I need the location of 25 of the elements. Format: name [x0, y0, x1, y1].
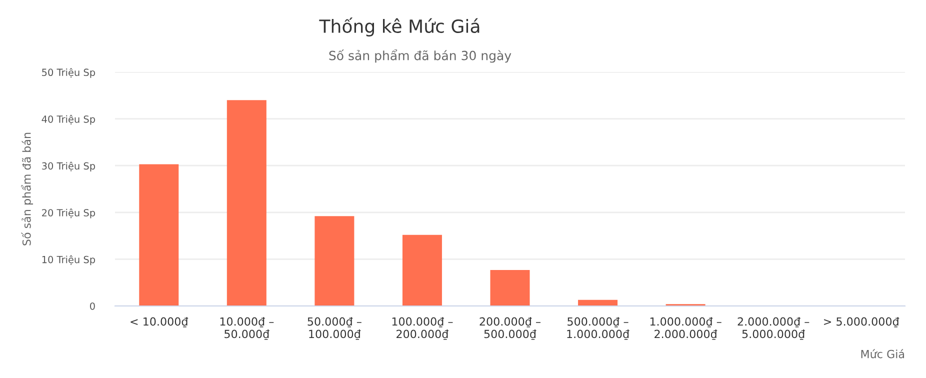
y-axis-title: Số sản phẩm đã bán [21, 132, 33, 246]
chart-title: Thống kê Mức Giá [319, 17, 480, 37]
bar [226, 100, 266, 306]
bar [139, 164, 179, 306]
x-tick-label: 2.000.000₫ – 5.000.000₫ [738, 317, 810, 340]
x-tick-label: < 10.000₫ [130, 317, 188, 328]
y-tick-label: 40 Triệu Sp [42, 114, 96, 125]
x-axis-title: Mức Giá [861, 349, 904, 358]
x-tick-label: 100.000₫ – 200.000₫ [392, 317, 453, 340]
x-tick-label: 200.000₫ – 500.000₫ [480, 317, 541, 340]
y-tick-label: 30 Triệu Sp [42, 162, 96, 172]
y-tick-label: 0 [90, 302, 95, 310]
x-tick-label: 50.000₫ – 100.000₫ [308, 317, 362, 340]
x-tick-label: 10.000₫ – 50.000₫ [220, 317, 274, 340]
bar [402, 234, 442, 306]
y-tick-label: 20 Triệu Sp [42, 208, 96, 218]
x-tick-label: 1.000.000₫ – 2.000.000₫ [650, 317, 722, 340]
x-tick-label: 500.000₫ – 1.000.000₫ [567, 317, 630, 340]
bar [314, 216, 354, 306]
y-tick-label: 50 Triệu Sp [42, 68, 96, 78]
bar [490, 270, 530, 306]
x-tick-label: > 5.000.000₫ [824, 317, 900, 328]
y-tick-label: 10 Triệu Sp [42, 255, 96, 266]
bar [578, 300, 618, 306]
chart-subtitle: Số sản phẩm đã bán 30 ngày [329, 49, 512, 63]
